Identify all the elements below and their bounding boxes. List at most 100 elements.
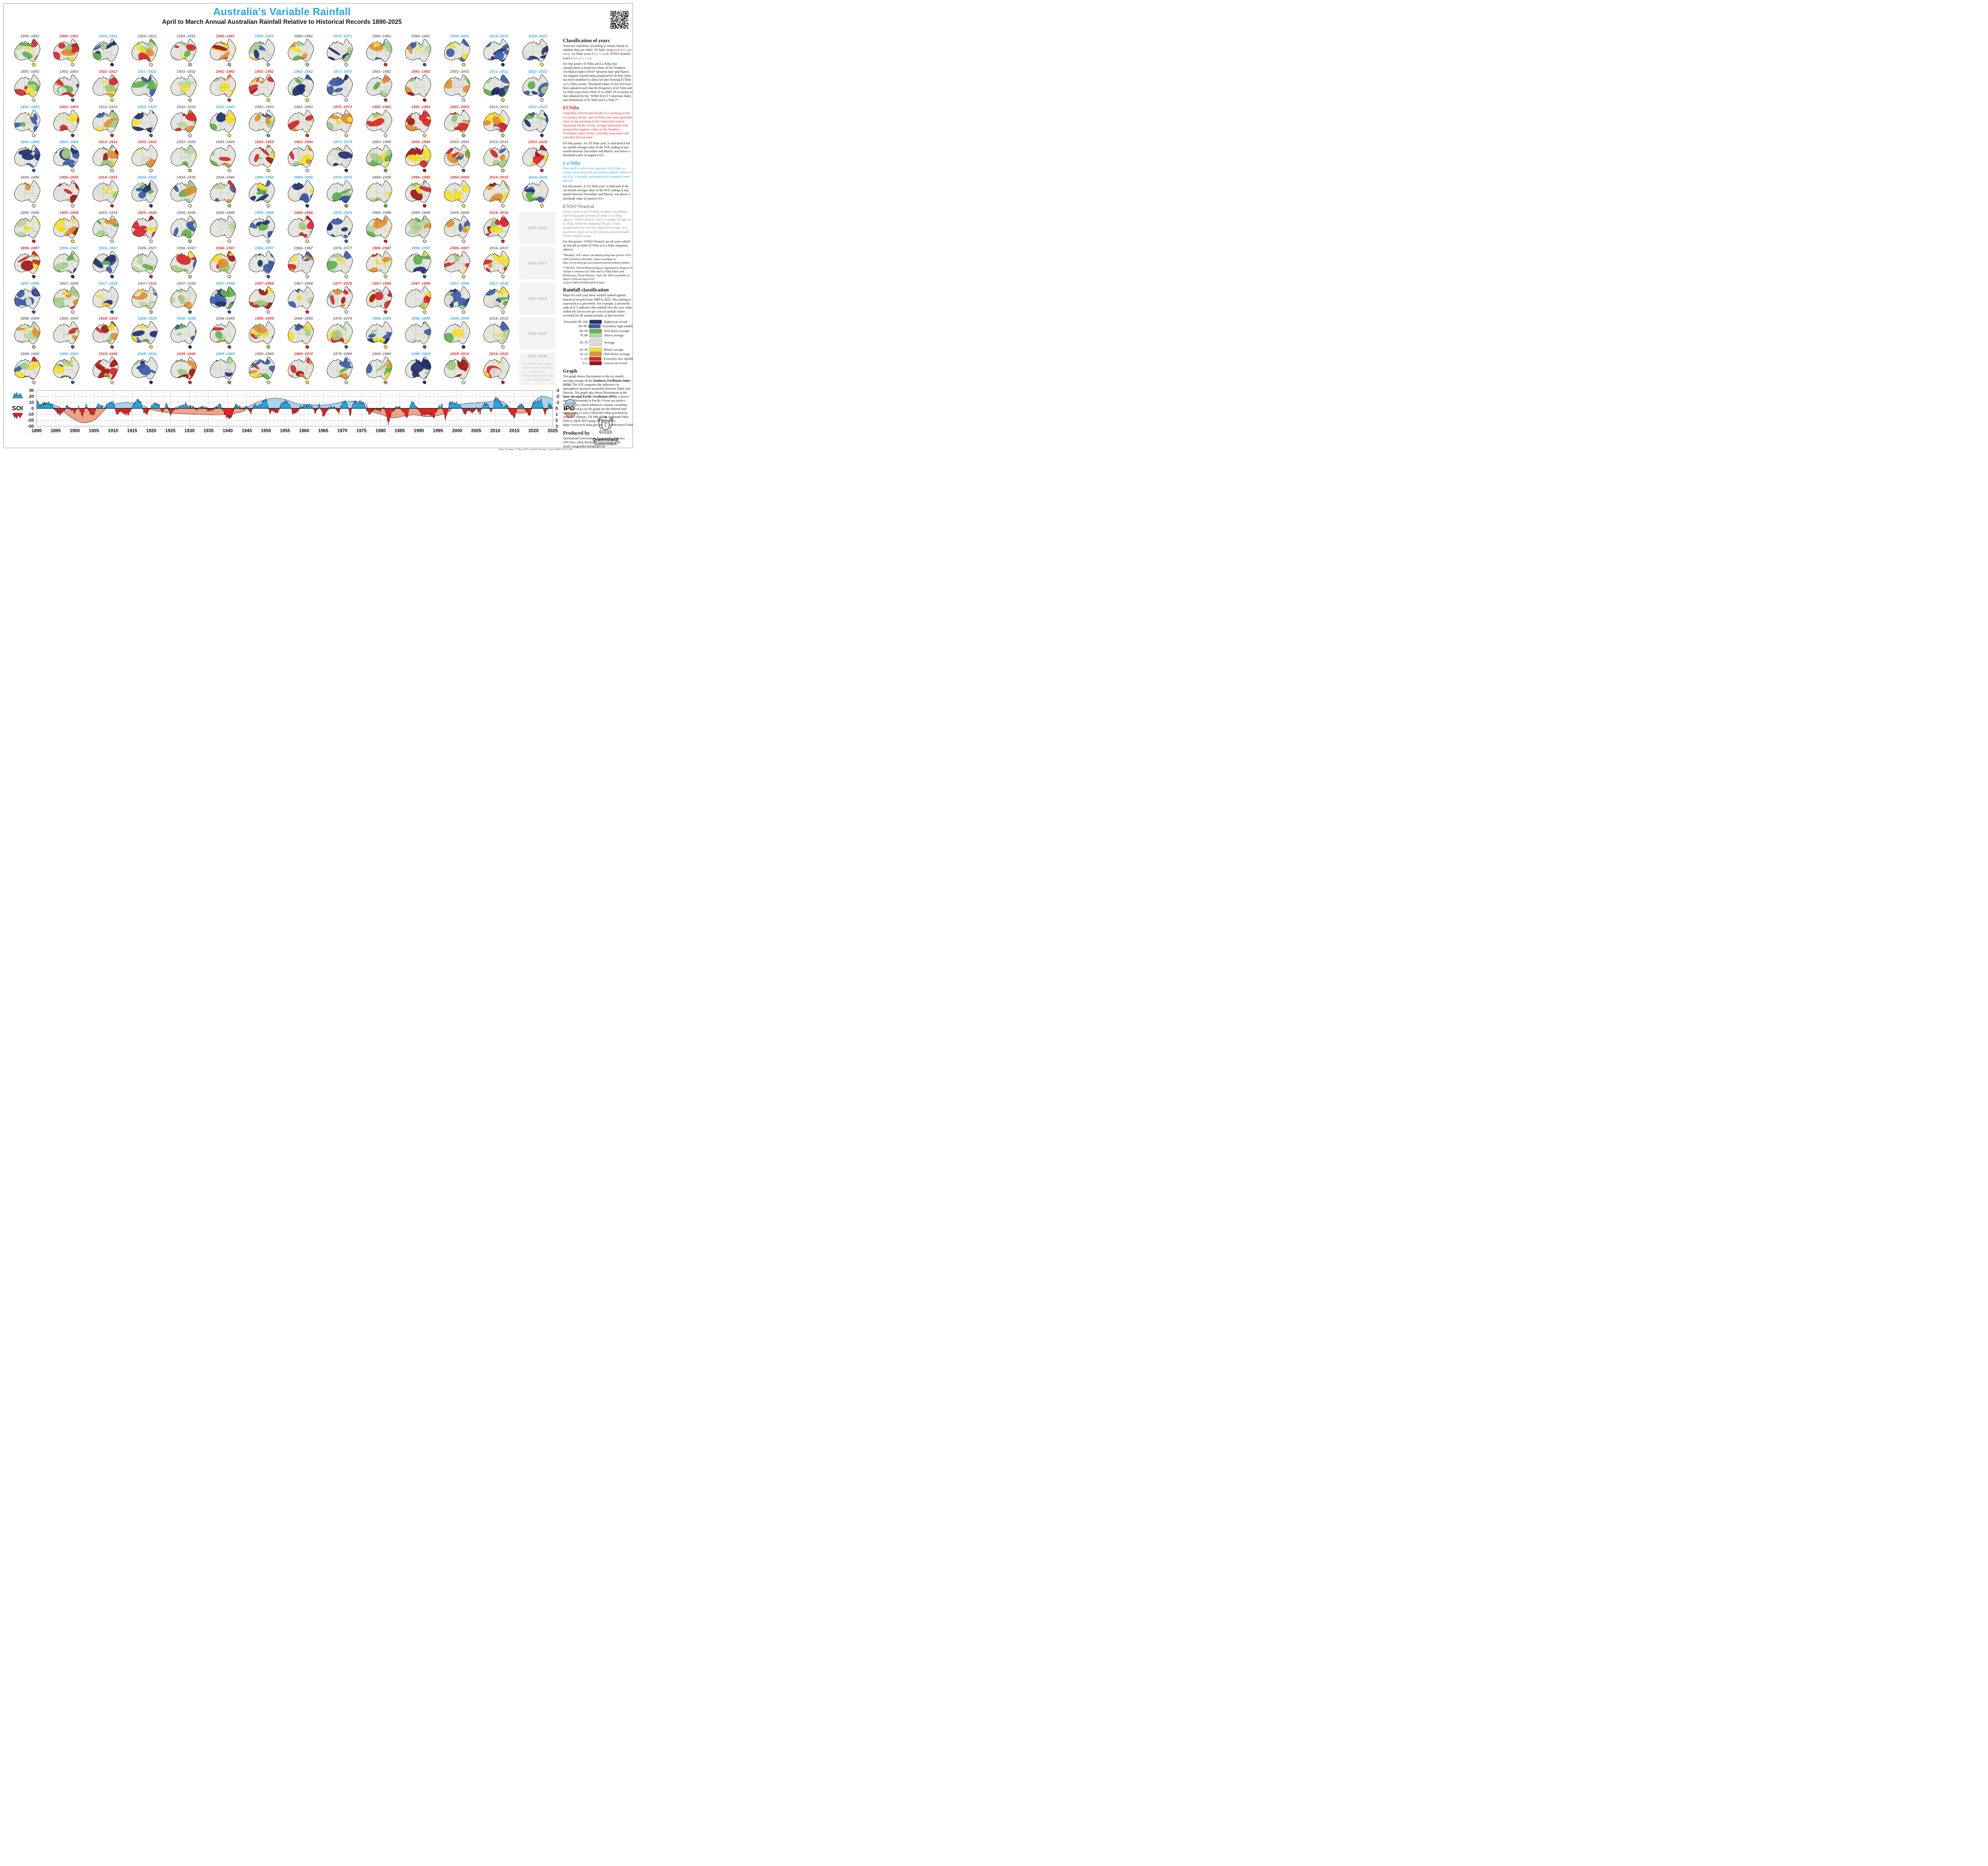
year-cell-1937–1938: 1937–1938 [167,282,206,317]
svg-text:30: 30 [29,388,34,393]
rainfall-map-2022–2023 [522,109,549,137]
year-label: 1975–1976 [333,211,352,215]
svg-text:1900: 1900 [70,429,80,433]
year-label: 1954–1955 [254,175,274,180]
legend-range: 10–20 [579,352,588,356]
year-label: 2001–2002 [450,69,470,74]
year-cell-2013–2014: 2013–2014 [480,140,518,175]
year-cell-1963–1964: 1963–1964 [284,140,323,175]
year-label: 1953–1954 [254,140,274,144]
year-cell-1976–1977: 1976–1977 [323,246,362,281]
rainfall-map-1994–1995 [405,180,431,208]
year-cell-1899–1900: 1899–1900 [10,352,49,387]
text-segment: Southern Oscillation Index (SOI) [563,379,631,386]
year-label: 1967–1968 [294,281,313,285]
future-year-placeholder: 2027–2028 [519,282,556,315]
year-label: 1935–1936 [177,211,196,215]
rainfall-map-2010–2011 [483,39,510,67]
year-cell-1977–1978: 1977–1978 [323,282,362,317]
svg-text:1970: 1970 [337,429,348,433]
header: Australia’s Variable Rainfall April to M… [10,6,553,26]
classification-paragraph-2: For this poster: El Niño and La Niña yea… [563,62,633,102]
year-label: 1957–1958 [254,281,274,285]
year-label: 1986–1987 [372,246,391,250]
svg-text:1945: 1945 [242,429,252,433]
elnino-poster-note: For this poster: An ‘El Niño year’ is in… [563,141,630,157]
legend-range: 30–70 [579,340,588,344]
rainfall-map-1951–1952 [248,74,275,102]
year-label: 1941–1942 [215,69,235,74]
year-cell-1931–1932: 1931–1932 [167,70,206,105]
year-cell-1967–1968: 1967–1968 [284,282,323,317]
year-cell-2007–2008: 2007–2008 [440,282,479,317]
year-cell-2009–2010: 2009–2010 [440,352,479,387]
future-year-label: 2027–2028 [528,296,547,301]
year-cell-1975–1976: 1975–1976 [323,211,362,246]
year-label: 2012–2013 [489,105,509,109]
legend-row-30–70: 30–70 Average [563,339,633,346]
year-label: 1989–1990 [372,352,391,356]
rainfall-map-1971–1972 [327,74,353,102]
rainfall-map-1964–1965 [287,180,314,208]
year-cell-1914–1915: 1914–1915 [89,175,128,210]
year-label: 2008–2009 [450,317,470,321]
rainfall-map-1975–1976 [327,216,353,243]
year-label: 1907–1908 [59,281,79,285]
year-label: 1936–1937 [177,246,196,250]
soi-ipo-chart: 30 20 10 0 -10 -20 -30 -3 -2 -1 0 1 2 3 1890 1895 1900 19… [8,387,588,450]
year-cell-2004–2005: 2004–2005 [440,175,479,210]
rainfall-map-1942–1943 [210,109,236,137]
year-label: 1895–1896 [20,211,39,215]
year-cell-2010–2011: 2010–2011 [480,34,518,69]
year-label: 1917–1918 [98,281,118,285]
rainfall-map-1974–1975 [327,180,353,208]
rainfall-map-1909–1910 [53,357,80,384]
year-label: 1961–1962 [294,69,313,74]
year-cell-1986–1987: 1986–1987 [362,246,401,281]
year-label: 2014–2015 [489,175,509,180]
svg-text:2015: 2015 [509,429,520,433]
rainfall-map-1982–1983 [366,109,392,137]
text-segment: ) or ‘ENSO Neutral’ years ( [563,52,631,60]
rainfall-map-1990–1991 [405,39,431,67]
year-cell-1908–1909: 1908–1909 [49,317,88,351]
legend-range: 90–99 [579,324,587,328]
year-label: 1901–1902 [59,69,79,74]
year-label: 1949–1950 [215,352,235,356]
legend-swatch [589,339,602,346]
lanina-heading: La Niña [563,160,580,166]
year-label: 2007–2008 [450,281,470,285]
rainfall-map-2018–2019 [483,321,510,349]
year-label: 1995–1996 [411,211,430,215]
rainfall-map-1946–1947 [210,250,236,278]
rainfall-map-1952–1953 [248,109,275,137]
year-cell-1949–1950: 1949–1950 [206,352,245,387]
future-year-label: 2028–2029 [528,332,547,336]
rainfall-map-1907–1908 [53,286,80,314]
legend-row-10–20: 10–20 Well below average [563,352,633,357]
rainfall-map-1910–1911 [92,39,119,67]
svg-text:1980: 1980 [376,429,386,433]
rainfall-map-1997–1998 [405,286,431,314]
text-segment: dark grey text [572,56,590,60]
year-cell-1990–1991: 1990–1991 [401,34,440,69]
ipo-axis-label: IPO [564,405,575,412]
year-cell-1947–1948: 1947–1948 [206,282,245,317]
year-cell-2024–2025: 2024–2025 [518,175,557,210]
year-label: 2019–2020 [489,352,509,356]
year-cell-1910–1911: 1910–1911 [89,34,128,69]
legend-label: Average [604,340,615,344]
year-label: 2009–2010 [450,352,470,356]
svg-text:-30: -30 [27,424,34,429]
rainfall-map-2012–2013 [483,109,510,137]
year-cell-1903–1904: 1903–1904 [49,140,88,175]
svg-text:1955: 1955 [280,429,290,433]
elnino-heading: El Niño [563,105,579,111]
year-cell-1900–1901: 1900–1901 [49,34,88,69]
rainfall-map-1903–1904 [53,145,80,173]
year-label: 1910–1911 [99,34,118,38]
year-label: 2004–2005 [450,175,470,180]
year-label: 1915–1916 [98,211,118,215]
ipo-negative-icon [564,399,576,404]
